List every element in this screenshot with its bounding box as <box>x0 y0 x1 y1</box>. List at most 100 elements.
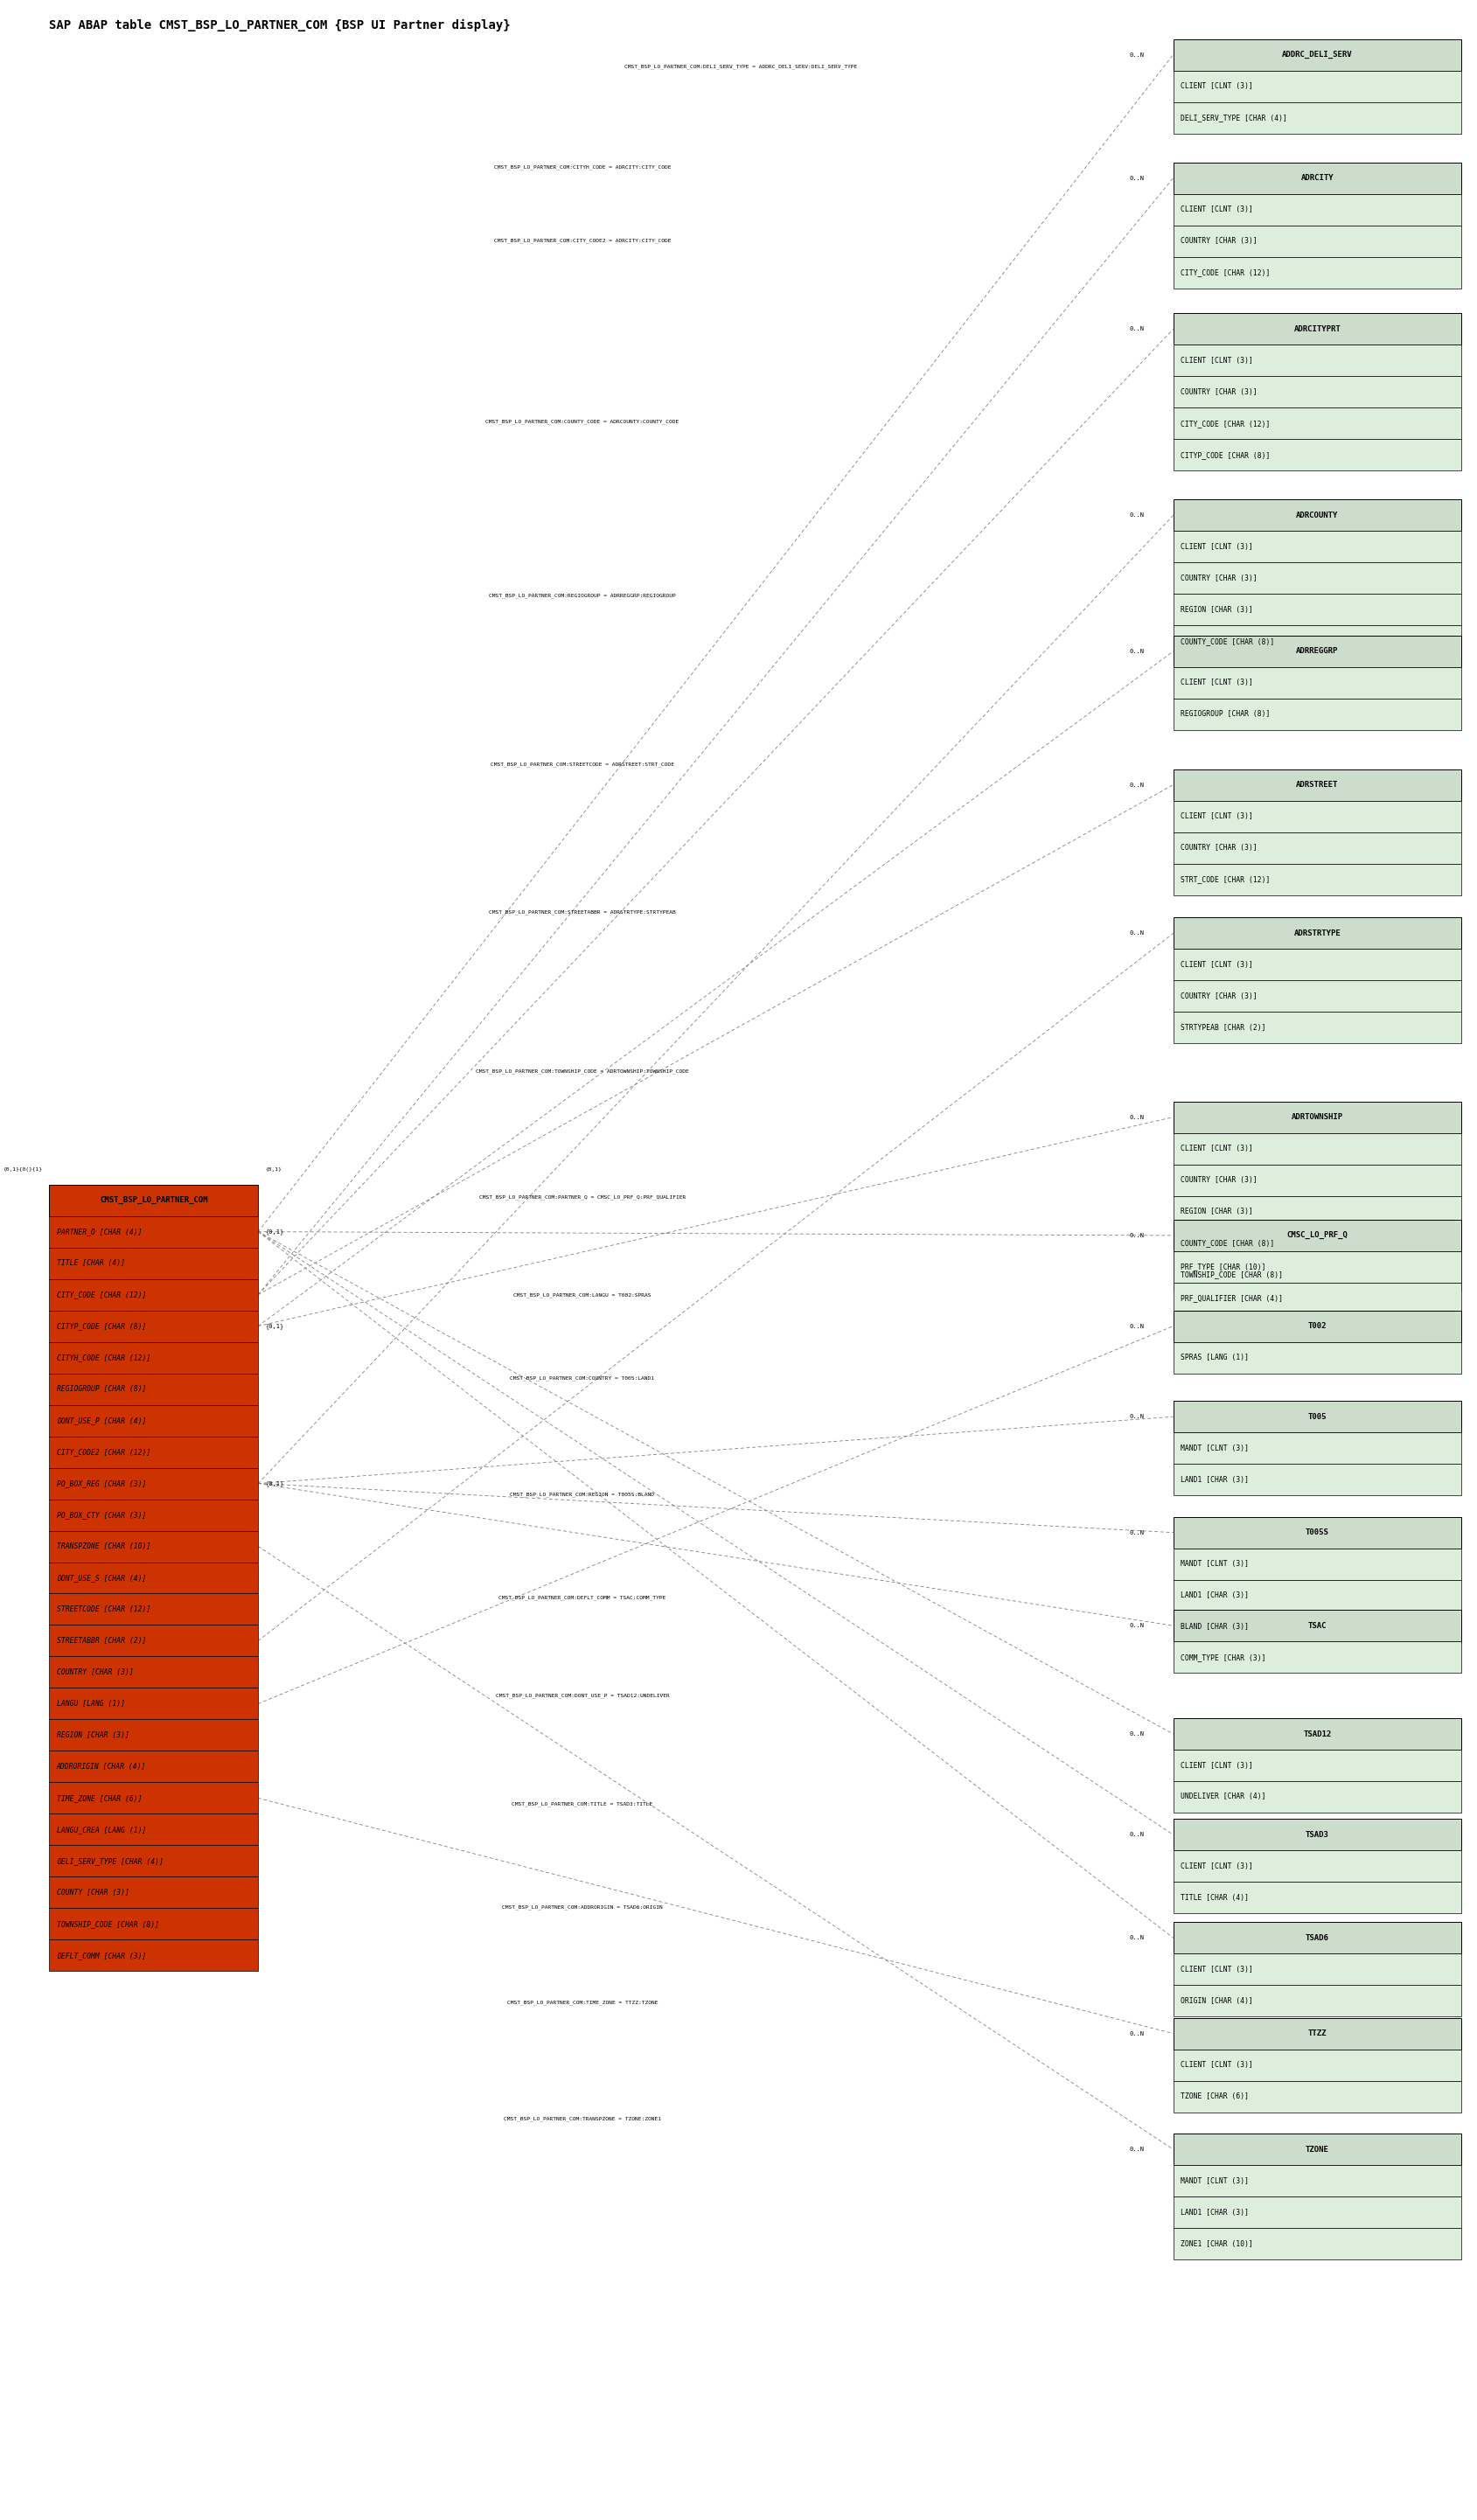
Text: PO_BOX_REG [CHAR (3)]: PO_BOX_REG [CHAR (3)] <box>56 1479 146 1487</box>
Text: {0,1}: {0,1} <box>266 1479 284 1487</box>
Text: T002: T002 <box>1307 1323 1326 1331</box>
FancyBboxPatch shape <box>1173 257 1461 287</box>
Text: CLIENT [CLNT (3)]: CLIENT [CLNT (3)] <box>1180 1966 1252 1973</box>
Text: LAND1 [CHAR (3)]: LAND1 [CHAR (3)] <box>1180 1477 1248 1484</box>
Text: CMST_BSP_LO_PARTNER_COM:TOWNSHIP_CODE = ADRTOWNSHIP:TOWNSHIP_CODE: CMST_BSP_LO_PARTNER_COM:TOWNSHIP_CODE = … <box>476 1068 688 1074</box>
Text: PO_BOX_CTY [CHAR (3)]: PO_BOX_CTY [CHAR (3)] <box>56 1512 146 1520</box>
Text: {0,1}: {0,1} <box>266 1230 284 1235</box>
Text: ADRSTREET: ADRSTREET <box>1297 781 1338 789</box>
FancyBboxPatch shape <box>1173 1749 1461 1782</box>
FancyBboxPatch shape <box>1173 698 1461 731</box>
FancyBboxPatch shape <box>1173 194 1461 224</box>
FancyBboxPatch shape <box>1173 917 1461 950</box>
Text: ADRTOWNSHIP: ADRTOWNSHIP <box>1291 1114 1343 1121</box>
FancyBboxPatch shape <box>1173 1517 1461 1547</box>
Text: DELI_SERV_TYPE [CHAR (4)]: DELI_SERV_TYPE [CHAR (4)] <box>1180 113 1286 121</box>
FancyBboxPatch shape <box>1173 345 1461 375</box>
Text: 0..N: 0..N <box>1130 1935 1145 1940</box>
Text: STRTYPEAB [CHAR (2)]: STRTYPEAB [CHAR (2)] <box>1180 1023 1266 1031</box>
FancyBboxPatch shape <box>1173 1986 1461 2016</box>
Text: T005: T005 <box>1307 1414 1326 1421</box>
Text: LANGU_CREA [LANG (1)]: LANGU_CREA [LANG (1)] <box>56 1824 146 1835</box>
FancyBboxPatch shape <box>1173 161 1461 194</box>
FancyBboxPatch shape <box>49 1593 258 1625</box>
FancyBboxPatch shape <box>1173 1164 1461 1197</box>
Text: TZONE [CHAR (6)]: TZONE [CHAR (6)] <box>1180 2092 1248 2099</box>
FancyBboxPatch shape <box>1173 224 1461 257</box>
FancyBboxPatch shape <box>1173 1953 1461 1986</box>
FancyBboxPatch shape <box>49 1719 258 1751</box>
Text: 0..N: 0..N <box>1130 2031 1145 2036</box>
FancyBboxPatch shape <box>49 1877 258 1908</box>
FancyBboxPatch shape <box>1173 635 1461 668</box>
FancyBboxPatch shape <box>49 1247 258 1278</box>
Text: CMST_BSP_LO_PARTNER_COM:LANGU = T002:SPRAS: CMST_BSP_LO_PARTNER_COM:LANGU = T002:SPR… <box>514 1293 651 1298</box>
Text: ADRCOUNTY: ADRCOUNTY <box>1297 512 1338 519</box>
Text: TRANSPZONE [CHAR (10)]: TRANSPZONE [CHAR (10)] <box>56 1542 151 1550</box>
FancyBboxPatch shape <box>1173 38 1461 71</box>
FancyBboxPatch shape <box>1173 1923 1461 1953</box>
FancyBboxPatch shape <box>49 1341 258 1373</box>
Text: COUNTRY [CHAR (3)]: COUNTRY [CHAR (3)] <box>1180 388 1257 396</box>
FancyBboxPatch shape <box>1173 312 1461 345</box>
Text: ZONE1 [CHAR (10)]: ZONE1 [CHAR (10)] <box>1180 2240 1252 2248</box>
FancyBboxPatch shape <box>1173 2197 1461 2228</box>
Text: CMST_BSP_LO_PARTNER_COM:ADDRORIGIN = TSAD6:ORIGIN: CMST_BSP_LO_PARTNER_COM:ADDRORIGIN = TSA… <box>502 1905 663 1910</box>
FancyBboxPatch shape <box>1173 2082 1461 2112</box>
Text: REGION [CHAR (3)]: REGION [CHAR (3)] <box>56 1731 128 1739</box>
Text: CITY_CODE [CHAR (12)]: CITY_CODE [CHAR (12)] <box>1180 270 1270 277</box>
Text: CLIENT [CLNT (3)]: CLIENT [CLNT (3)] <box>1180 542 1252 552</box>
FancyBboxPatch shape <box>1173 1197 1461 1227</box>
Text: MANDT [CLNT (3)]: MANDT [CLNT (3)] <box>1180 1560 1248 1567</box>
FancyBboxPatch shape <box>1173 1641 1461 1673</box>
FancyBboxPatch shape <box>1173 1310 1461 1341</box>
Text: CMST_BSP_LO_PARTNER_COM:TIME_ZONE = TTZZ:TZONE: CMST_BSP_LO_PARTNER_COM:TIME_ZONE = TTZZ… <box>507 2001 657 2006</box>
Text: {0,1}{0(}{1}: {0,1}{0(}{1} <box>3 1167 41 1172</box>
Text: 0..N: 0..N <box>1130 328 1145 333</box>
FancyBboxPatch shape <box>1173 1850 1461 1882</box>
Text: UNDELIVER [CHAR (4)]: UNDELIVER [CHAR (4)] <box>1180 1792 1266 1802</box>
FancyBboxPatch shape <box>1173 375 1461 408</box>
Text: COUNTY_CODE [CHAR (8)]: COUNTY_CODE [CHAR (8)] <box>1180 1240 1275 1247</box>
Text: 0..N: 0..N <box>1130 53 1145 58</box>
FancyBboxPatch shape <box>1173 1220 1461 1252</box>
Text: 0..N: 0..N <box>1130 648 1145 655</box>
FancyBboxPatch shape <box>49 1278 258 1310</box>
Text: TTZZ: TTZZ <box>1307 2029 1326 2039</box>
Text: CLIENT [CLNT (3)]: CLIENT [CLNT (3)] <box>1180 960 1252 968</box>
Text: COUNTRY [CHAR (3)]: COUNTRY [CHAR (3)] <box>1180 844 1257 852</box>
Text: CITYH_CODE [CHAR (12)]: CITYH_CODE [CHAR (12)] <box>56 1353 151 1361</box>
FancyBboxPatch shape <box>1173 832 1461 864</box>
Text: ADRCITYPRT: ADRCITYPRT <box>1294 325 1341 333</box>
Text: CMST_BSP_LO_PARTNER_COM:DELI_SERV_TYPE = ADDRC_DELI_SERV:DELI_SERV_TYPE: CMST_BSP_LO_PARTNER_COM:DELI_SERV_TYPE =… <box>625 63 857 68</box>
FancyBboxPatch shape <box>49 1562 258 1593</box>
FancyBboxPatch shape <box>1173 1547 1461 1580</box>
FancyBboxPatch shape <box>49 1656 258 1688</box>
Text: TOWNSHIP_CODE [CHAR (8)]: TOWNSHIP_CODE [CHAR (8)] <box>56 1920 158 1928</box>
FancyBboxPatch shape <box>1173 1401 1461 1431</box>
FancyBboxPatch shape <box>49 1751 258 1782</box>
Text: REGIOGROUP [CHAR (8)]: REGIOGROUP [CHAR (8)] <box>1180 711 1270 718</box>
Text: TSAD6: TSAD6 <box>1306 1933 1329 1943</box>
FancyBboxPatch shape <box>49 1782 258 1814</box>
Text: CMST_BSP_LO_PARTNER_COM:DONT_USE_P = TSAD12:UNDELIVER: CMST_BSP_LO_PARTNER_COM:DONT_USE_P = TSA… <box>495 1693 669 1698</box>
FancyBboxPatch shape <box>1173 1101 1461 1134</box>
Text: COMM_TYPE [CHAR (3)]: COMM_TYPE [CHAR (3)] <box>1180 1653 1266 1661</box>
FancyBboxPatch shape <box>1173 101 1461 134</box>
FancyBboxPatch shape <box>1173 2019 1461 2049</box>
Text: 0..N: 0..N <box>1130 1323 1145 1328</box>
Text: CITY_CODE [CHAR (12)]: CITY_CODE [CHAR (12)] <box>56 1290 146 1298</box>
Text: CMST_BSP_LO_PARTNER_COM:TRANSPZONE = TZONE:ZONE1: CMST_BSP_LO_PARTNER_COM:TRANSPZONE = TZO… <box>504 2117 662 2122</box>
FancyBboxPatch shape <box>1173 2049 1461 2082</box>
Text: 0..N: 0..N <box>1130 176 1145 181</box>
FancyBboxPatch shape <box>1173 1464 1461 1494</box>
Text: MANDT [CLNT (3)]: MANDT [CLNT (3)] <box>1180 1444 1248 1452</box>
FancyBboxPatch shape <box>1173 562 1461 595</box>
Text: {0,1}: {0,1} <box>266 1167 282 1172</box>
Text: REGIOGROUP [CHAR (8)]: REGIOGROUP [CHAR (8)] <box>56 1386 146 1394</box>
Text: ADDRORIGIN [CHAR (4)]: ADDRORIGIN [CHAR (4)] <box>56 1761 146 1772</box>
FancyBboxPatch shape <box>1173 980 1461 1013</box>
FancyBboxPatch shape <box>49 1184 258 1217</box>
Text: CMST_BSP_LO_PARTNER_COM:DEFLT_COMM = TSAC:COMM_TYPE: CMST_BSP_LO_PARTNER_COM:DEFLT_COMM = TSA… <box>499 1595 666 1600</box>
Text: STRT_CODE [CHAR (12)]: STRT_CODE [CHAR (12)] <box>1180 874 1270 882</box>
